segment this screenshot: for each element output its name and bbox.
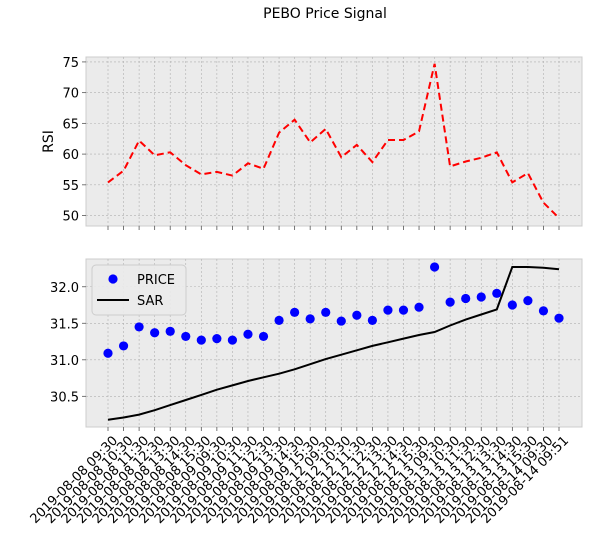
price-point [321, 307, 331, 317]
price-point [212, 334, 222, 344]
price-point [243, 329, 253, 339]
legend-label: PRICE [137, 273, 175, 288]
panel-2: 30.5 31.0 31.5 32.0 PRICE SAR [50, 258, 583, 431]
price-point [507, 300, 517, 310]
y-tick-label: 55 [62, 179, 79, 194]
price-point [538, 306, 549, 316]
y-tick-label: 32.0 [50, 281, 79, 296]
y-tick-label: 75 [62, 56, 79, 71]
price-point [165, 326, 175, 336]
price-point [476, 292, 486, 302]
price-point [196, 335, 206, 345]
y-tick-label: 65 [62, 117, 79, 132]
price-point [429, 262, 440, 272]
y-axis-label: RSI [41, 130, 57, 153]
legend-price-marker [108, 274, 118, 284]
sar-line [107, 266, 560, 421]
price-point [367, 315, 377, 325]
y-tick-label: 70 [62, 87, 79, 102]
legend-label: SAR [137, 294, 163, 309]
panel-1: 50 55 60 65 70 75 RSI [41, 56, 583, 230]
price-point [274, 315, 284, 325]
price-point [290, 307, 300, 317]
price-point [523, 296, 533, 306]
price-point [492, 288, 502, 298]
price-point [414, 302, 424, 312]
price-point [554, 313, 564, 323]
price-point [352, 310, 362, 320]
y-tick-label: 30.5 [50, 390, 79, 405]
price-point [461, 293, 471, 304]
price-point [118, 341, 129, 351]
price-point [445, 297, 455, 307]
price-point [258, 331, 269, 342]
y-tick-label: 31.5 [50, 317, 79, 332]
rsi-line [107, 63, 560, 219]
legend: PRICE SAR [91, 264, 187, 316]
y-tick-label: 60 [62, 148, 79, 163]
y-tick-label: 31.0 [50, 354, 79, 369]
price-point [336, 316, 346, 326]
price-point [103, 348, 113, 358]
price-point [305, 314, 315, 324]
plot-area [85, 56, 583, 227]
price-point [383, 305, 393, 315]
chart-title: PEBO Price Signal [263, 6, 387, 22]
price-point [227, 335, 238, 345]
price-point [181, 331, 191, 342]
price-point [134, 322, 144, 332]
price-point [398, 305, 409, 315]
y-tick-label: 50 [62, 210, 79, 225]
price-point [150, 328, 160, 338]
